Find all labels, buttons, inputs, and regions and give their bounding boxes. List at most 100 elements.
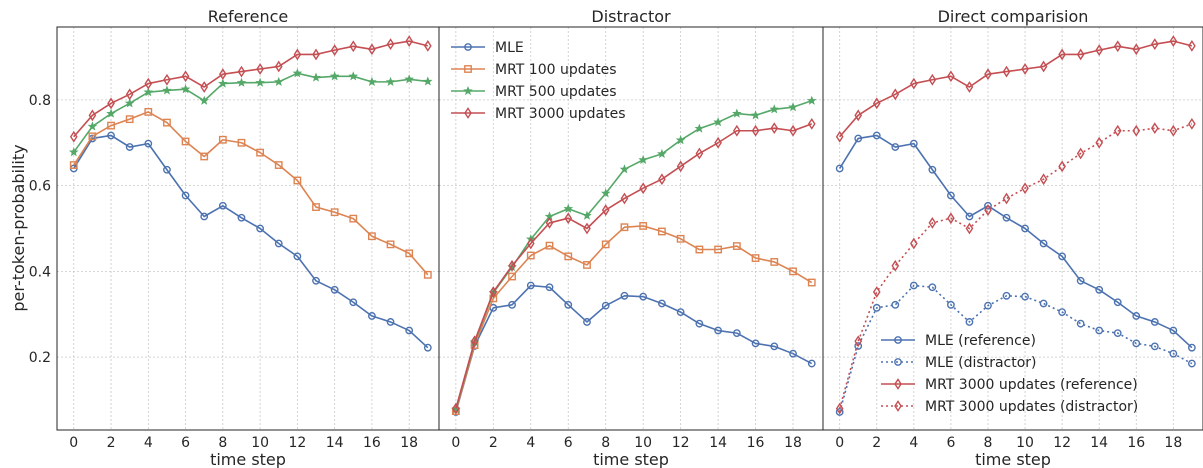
data-point	[200, 81, 209, 93]
legend-entry-mrt100: MRT 100 updates	[451, 62, 617, 78]
data-point	[293, 252, 302, 261]
data-point	[807, 278, 816, 287]
x-tick-label: 4	[144, 435, 153, 451]
data-point	[965, 222, 974, 235]
data-point	[311, 72, 321, 82]
data-point	[714, 136, 722, 149]
data-point	[526, 237, 535, 250]
data-point	[891, 259, 900, 272]
data-point	[218, 135, 227, 144]
data-point	[237, 65, 246, 78]
data-point	[349, 298, 358, 307]
series-mle	[69, 131, 432, 352]
data-point	[676, 308, 685, 317]
data-point	[1150, 318, 1159, 326]
data-point	[770, 122, 779, 135]
data-point	[219, 68, 227, 81]
series-line	[455, 225, 813, 412]
legend-label: MRT 100 updates	[495, 62, 617, 78]
data-point	[200, 152, 209, 161]
legend-entry-mrt_dis: MRT 3000 updates (distractor)	[881, 399, 1138, 415]
data-point	[1150, 342, 1159, 351]
data-point	[564, 212, 573, 225]
data-point	[423, 39, 432, 52]
data-point	[423, 343, 432, 352]
data-point	[965, 212, 974, 221]
data-point	[162, 85, 172, 95]
data-point	[107, 131, 115, 140]
x-tick-label: 0	[69, 435, 78, 451]
data-point	[1150, 122, 1159, 135]
data-point	[891, 88, 900, 101]
data-point	[732, 108, 742, 118]
data-point	[564, 300, 573, 309]
data-point	[1076, 147, 1085, 160]
data-point	[619, 164, 630, 174]
data-point	[125, 143, 134, 151]
data-point	[807, 359, 816, 368]
data-point	[807, 118, 816, 130]
grid	[439, 27, 823, 430]
data-point	[1076, 48, 1085, 61]
data-point	[1169, 326, 1178, 335]
data-point	[789, 267, 797, 276]
data-point	[714, 326, 723, 335]
data-point	[788, 102, 798, 112]
x-tick-label: 10	[1016, 435, 1034, 451]
data-point	[600, 188, 611, 198]
data-point	[564, 252, 573, 261]
data-point	[312, 276, 320, 285]
data-point	[1095, 136, 1104, 149]
legend-label: MRT 3000 updates (reference)	[925, 377, 1138, 393]
x-tick-label: 12	[672, 435, 690, 451]
data-point	[891, 143, 900, 151]
data-point	[1132, 312, 1141, 320]
data-point	[713, 117, 723, 127]
legend-label: MLE (distractor)	[925, 355, 1037, 371]
legend-swatch-marker	[464, 43, 472, 51]
data-point	[620, 223, 629, 232]
data-point	[404, 74, 414, 84]
series-line	[73, 72, 428, 153]
y-tick-label: 0.8	[29, 93, 51, 109]
data-point	[947, 70, 955, 83]
data-point	[144, 77, 153, 90]
data-point	[806, 95, 817, 105]
data-point	[675, 135, 686, 145]
data-point	[751, 339, 760, 348]
series-mrt_dis	[835, 118, 1196, 415]
data-point	[329, 71, 340, 81]
data-point	[181, 191, 190, 200]
data-point	[639, 182, 648, 195]
x-tick-label: 4	[909, 435, 918, 451]
legend-label: MLE (reference)	[925, 333, 1036, 349]
series-mrt_ref	[835, 35, 1196, 143]
data-point	[965, 318, 974, 326]
data-point	[1002, 291, 1011, 300]
data-point	[452, 402, 460, 415]
plot-frame	[822, 26, 1203, 431]
data-point	[218, 201, 227, 210]
data-point	[273, 76, 284, 86]
data-point	[769, 104, 780, 114]
data-point	[274, 60, 283, 73]
data-point	[256, 224, 265, 233]
data-point	[695, 245, 704, 254]
data-point	[423, 76, 433, 86]
data-point	[909, 281, 918, 290]
data-point	[1113, 298, 1122, 307]
x-tick-label: 14	[326, 435, 344, 451]
y-axis-label-group: per-token-probability	[9, 144, 28, 311]
data-point	[368, 312, 376, 320]
series-line	[73, 111, 429, 276]
series-mrt100	[69, 107, 432, 279]
data-point	[545, 241, 554, 250]
data-point	[489, 286, 498, 298]
data-point	[620, 192, 629, 205]
data-point	[143, 87, 154, 97]
data-point	[69, 161, 78, 169]
data-point	[583, 222, 591, 235]
data-point	[180, 84, 191, 94]
data-point	[545, 217, 554, 229]
series-mrt500	[68, 68, 433, 157]
